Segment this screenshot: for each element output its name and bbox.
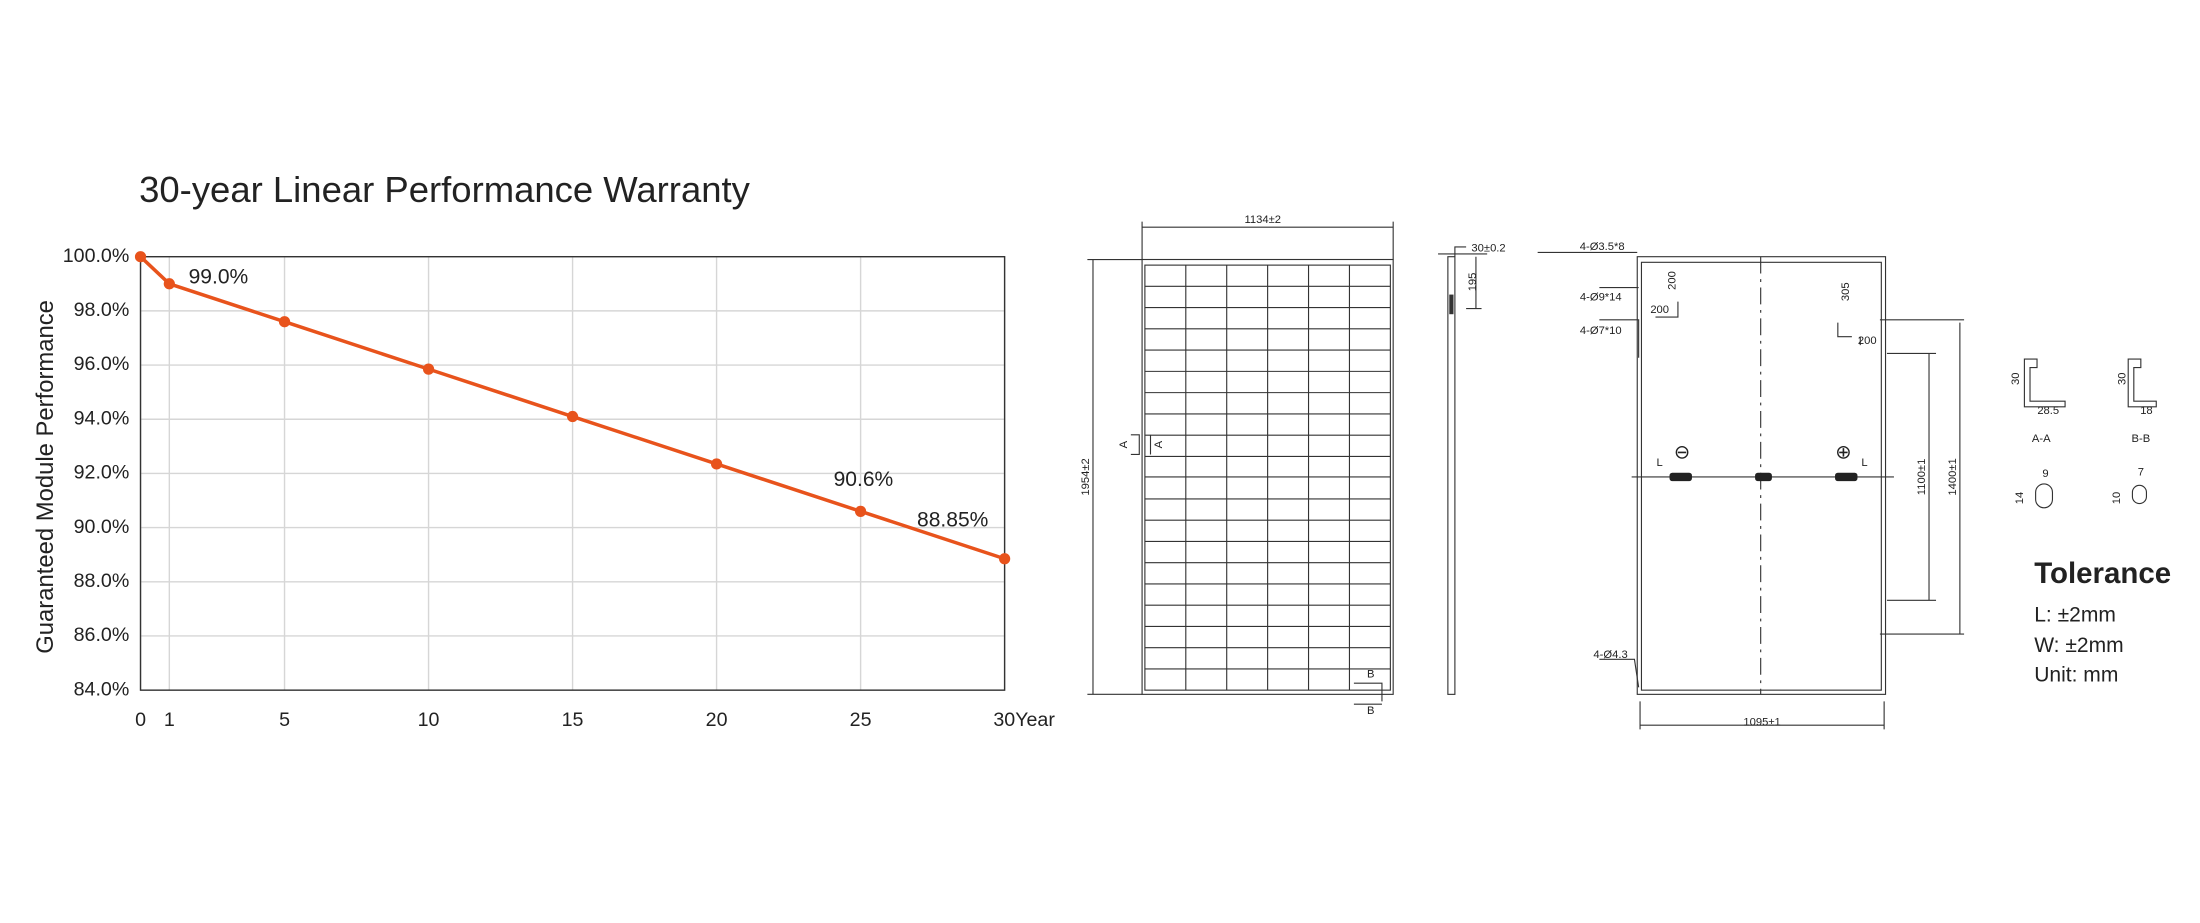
chart-title: 30-year Linear Performance Warranty: [139, 169, 751, 210]
dim-text: 195: [1467, 273, 1479, 292]
y-tick-label: 96.0%: [74, 353, 130, 375]
data-label: 90.6%: [834, 468, 894, 491]
dim-text: 1095±1: [1743, 716, 1780, 728]
point: [566, 410, 579, 423]
tolerance: Tolerance L: ±2mm W: ±2mm Unit: mm: [2034, 557, 2171, 687]
tolerance-line: W: ±2mm: [2034, 634, 2123, 657]
x-tick-label: 0: [135, 709, 146, 731]
data-label: 88.85%: [917, 508, 988, 531]
dim-text: 14: [2014, 492, 2026, 504]
dim-text: 10: [2111, 492, 2123, 504]
line: [139, 255, 1006, 561]
point: [163, 278, 175, 290]
cell-grid: [1144, 265, 1391, 691]
connector: [1669, 472, 1692, 482]
junction-box: [1755, 472, 1772, 482]
dim-text: 1954±2: [1080, 458, 1092, 495]
dim-text: 4-Ø4.3: [1593, 649, 1627, 661]
dim-text: L: [1657, 457, 1663, 469]
section-name: B-B: [2131, 433, 2150, 445]
point: [278, 316, 291, 328]
dim-text: 30±0.2: [1471, 242, 1505, 254]
dim-line: [1537, 251, 1965, 730]
dim-text: 28.5: [2037, 405, 2059, 417]
dim-text: 4-Ø9*14: [1580, 291, 1622, 303]
dim-line: [1438, 246, 1488, 310]
y-tick-label: 98.0%: [74, 299, 130, 321]
point: [710, 458, 723, 470]
frame: [1636, 256, 1887, 695]
y-tick-label: 88.0%: [74, 570, 130, 592]
y-tick-label: 84.0%: [74, 678, 130, 700]
section-mark: A: [1118, 440, 1130, 448]
side-view: 30±0.2 195: [1438, 242, 1506, 695]
section-line: [1353, 682, 1383, 705]
dim-text: 200: [1650, 304, 1669, 316]
tolerance-line: Unit: mm: [2034, 664, 2118, 687]
frame: [1141, 258, 1394, 695]
dim-text: 1400±1: [1947, 458, 1959, 495]
section-line: [1130, 434, 1152, 456]
plot-frame: [139, 255, 1006, 691]
hole: [2131, 484, 2148, 505]
point: [999, 553, 1011, 565]
dim-text: 200: [1858, 335, 1877, 347]
x-tick-label: 10: [418, 709, 440, 731]
x-tick-label: 20: [706, 709, 728, 731]
polarity: ⊖: [1674, 441, 1690, 463]
section-mark: B: [1367, 705, 1374, 717]
section-mark: B: [1367, 669, 1374, 681]
profile-bb: [2127, 358, 2157, 408]
connector: [1835, 472, 1858, 482]
frame-side: [1447, 256, 1456, 695]
section-name: A-A: [2032, 433, 2051, 445]
dim-text: 30: [2117, 372, 2129, 384]
dim-text: 4-Ø7*10: [1580, 325, 1622, 337]
point: [422, 363, 435, 375]
x-tick-label: 30Year: [993, 709, 1055, 731]
dim-text: 18: [2140, 405, 2152, 417]
dim-text: 4-Ø3.5*8: [1580, 241, 1625, 253]
section-mark: A: [1153, 440, 1165, 448]
x-tick-label: 5: [279, 709, 290, 731]
x-tick-label: 15: [562, 709, 584, 731]
junction: [1449, 294, 1454, 315]
y-axis-label: Guaranteed Module Performance: [32, 300, 59, 654]
x-tick-label: 25: [850, 709, 872, 731]
y-tick-label: 90.0%: [74, 516, 130, 538]
chart: 84.0% 86.0% 88.0% 90.0% 92.0% 94.0% 96.0% 98.0%…: [63, 245, 1056, 731]
y-tick-label: 86.0%: [74, 624, 130, 646]
point: [134, 251, 147, 263]
data-label: 99.0%: [189, 266, 249, 289]
dim-text: 200: [1666, 271, 1678, 290]
dim-text: 1100±1: [1916, 459, 1928, 496]
frame-inner: [1640, 261, 1882, 691]
front-view: 1134±2 1954±2 A A B B: [1080, 214, 1394, 717]
dim-text: L: [1861, 457, 1867, 469]
profiles: 30 28.5 A-A 30 18 B-B 9 14 7 10: [2010, 358, 2157, 509]
hole: [2035, 483, 2054, 509]
x-tick-label: 1: [164, 709, 175, 731]
point: [854, 505, 867, 517]
back-view: 4-Ø3.5*8 4-Ø9*14 4-Ø7*10 4-Ø4.3 200 200 …: [1537, 241, 1965, 730]
dim-text: 305: [1840, 282, 1852, 301]
dim-text: 7: [2138, 467, 2144, 479]
y-tick-label: 100.0%: [63, 245, 130, 267]
dim-text: 9: [2042, 468, 2048, 480]
y-tick-label: 94.0%: [74, 407, 130, 429]
tolerance-line: L: ±2mm: [2034, 603, 2116, 626]
polarity: ⊕: [1835, 441, 1851, 463]
dim-text: 1134±2: [1244, 214, 1281, 226]
y-tick-label: 92.0%: [74, 462, 130, 484]
dim-text: 30: [2010, 372, 2022, 384]
profile-aa: [2023, 358, 2066, 408]
tolerance-title: Tolerance: [2034, 557, 2171, 590]
